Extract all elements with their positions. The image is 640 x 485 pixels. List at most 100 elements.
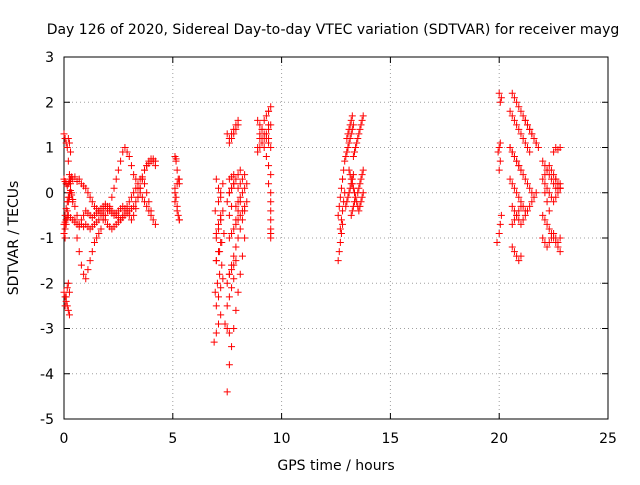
data-point [515, 207, 523, 215]
data-point [64, 134, 72, 142]
data-point [554, 180, 562, 188]
data-point [265, 180, 273, 188]
data-point [82, 275, 90, 283]
data-point [214, 225, 222, 233]
data-point [73, 234, 81, 242]
data-point [234, 207, 242, 215]
y-tick-label: 2 [45, 95, 54, 111]
data-point [495, 229, 503, 237]
data-point [230, 171, 238, 179]
data-point [267, 103, 275, 111]
data-point [71, 202, 79, 210]
data-point [101, 211, 109, 219]
data-point [556, 234, 564, 242]
data-point [336, 239, 344, 247]
data-point [354, 134, 362, 142]
data-point [127, 162, 135, 170]
data-point [236, 166, 244, 174]
data-point [545, 207, 553, 215]
data-point [218, 261, 226, 269]
data-point [556, 144, 564, 151]
data-point [238, 252, 246, 260]
data-point [213, 279, 221, 287]
data-point [506, 175, 514, 183]
data-point [236, 270, 244, 278]
data-point [241, 234, 249, 242]
data-point [71, 173, 79, 181]
data-point [223, 279, 231, 287]
data-point [145, 207, 153, 215]
data-point [267, 198, 275, 206]
data-point [335, 248, 343, 256]
data-point [243, 198, 251, 206]
data-point [228, 229, 236, 237]
data-point [541, 189, 549, 197]
chart-title: Day 126 of 2020, Sidereal Day-to-day VTE… [47, 22, 620, 38]
data-point [60, 229, 68, 237]
data-point [219, 180, 227, 188]
data-point [114, 166, 122, 174]
data-point [519, 216, 527, 224]
data-point [112, 175, 120, 183]
data-point [172, 193, 180, 201]
data-point [138, 193, 146, 201]
data-point [234, 288, 242, 296]
data-point [64, 279, 72, 287]
data-point [173, 166, 181, 174]
data-point [510, 116, 518, 124]
y-tick-label: -4 [40, 367, 54, 383]
data-point [517, 252, 525, 260]
data-point [348, 180, 356, 188]
data-point [225, 361, 233, 369]
data-point [530, 134, 538, 142]
data-point [343, 198, 351, 206]
data-point [125, 153, 133, 161]
data-point [232, 202, 240, 210]
data-point [80, 270, 88, 278]
data-point [550, 148, 558, 156]
data-point [241, 184, 249, 192]
data-point [347, 211, 355, 219]
data-point [236, 198, 244, 206]
data-point [228, 343, 236, 351]
data-point [336, 193, 344, 201]
data-point [342, 153, 350, 161]
data-point [523, 144, 531, 151]
data-point [343, 148, 351, 156]
x-tick-label: 15 [381, 431, 399, 447]
data-point [62, 293, 70, 301]
data-point [508, 112, 516, 120]
data-point [344, 193, 352, 201]
data-point [90, 239, 98, 247]
data-point [134, 184, 142, 192]
data-point [357, 121, 365, 129]
data-point [510, 248, 518, 256]
data-point [64, 198, 72, 206]
data-point [127, 216, 135, 224]
data-point [214, 320, 222, 328]
data-point [149, 216, 157, 224]
data-point [357, 175, 365, 183]
data-point [517, 166, 525, 174]
data-point [496, 220, 504, 228]
y-tick-label: 3 [45, 50, 54, 66]
data-point [223, 325, 231, 332]
data-point [515, 257, 523, 265]
data-point [238, 175, 246, 183]
grid-lines [64, 57, 608, 419]
data-point [214, 293, 222, 301]
data-point [65, 288, 73, 296]
data-point [539, 157, 547, 165]
y-tick-label: -5 [40, 412, 54, 428]
data-point [348, 125, 356, 133]
data-point [267, 171, 275, 179]
data-point [141, 166, 149, 174]
data-point [495, 89, 503, 97]
data-point [344, 144, 352, 151]
data-point [545, 239, 553, 247]
data-point [238, 189, 246, 197]
data-point [335, 202, 343, 210]
data-point [356, 180, 364, 188]
data-point [519, 171, 527, 179]
